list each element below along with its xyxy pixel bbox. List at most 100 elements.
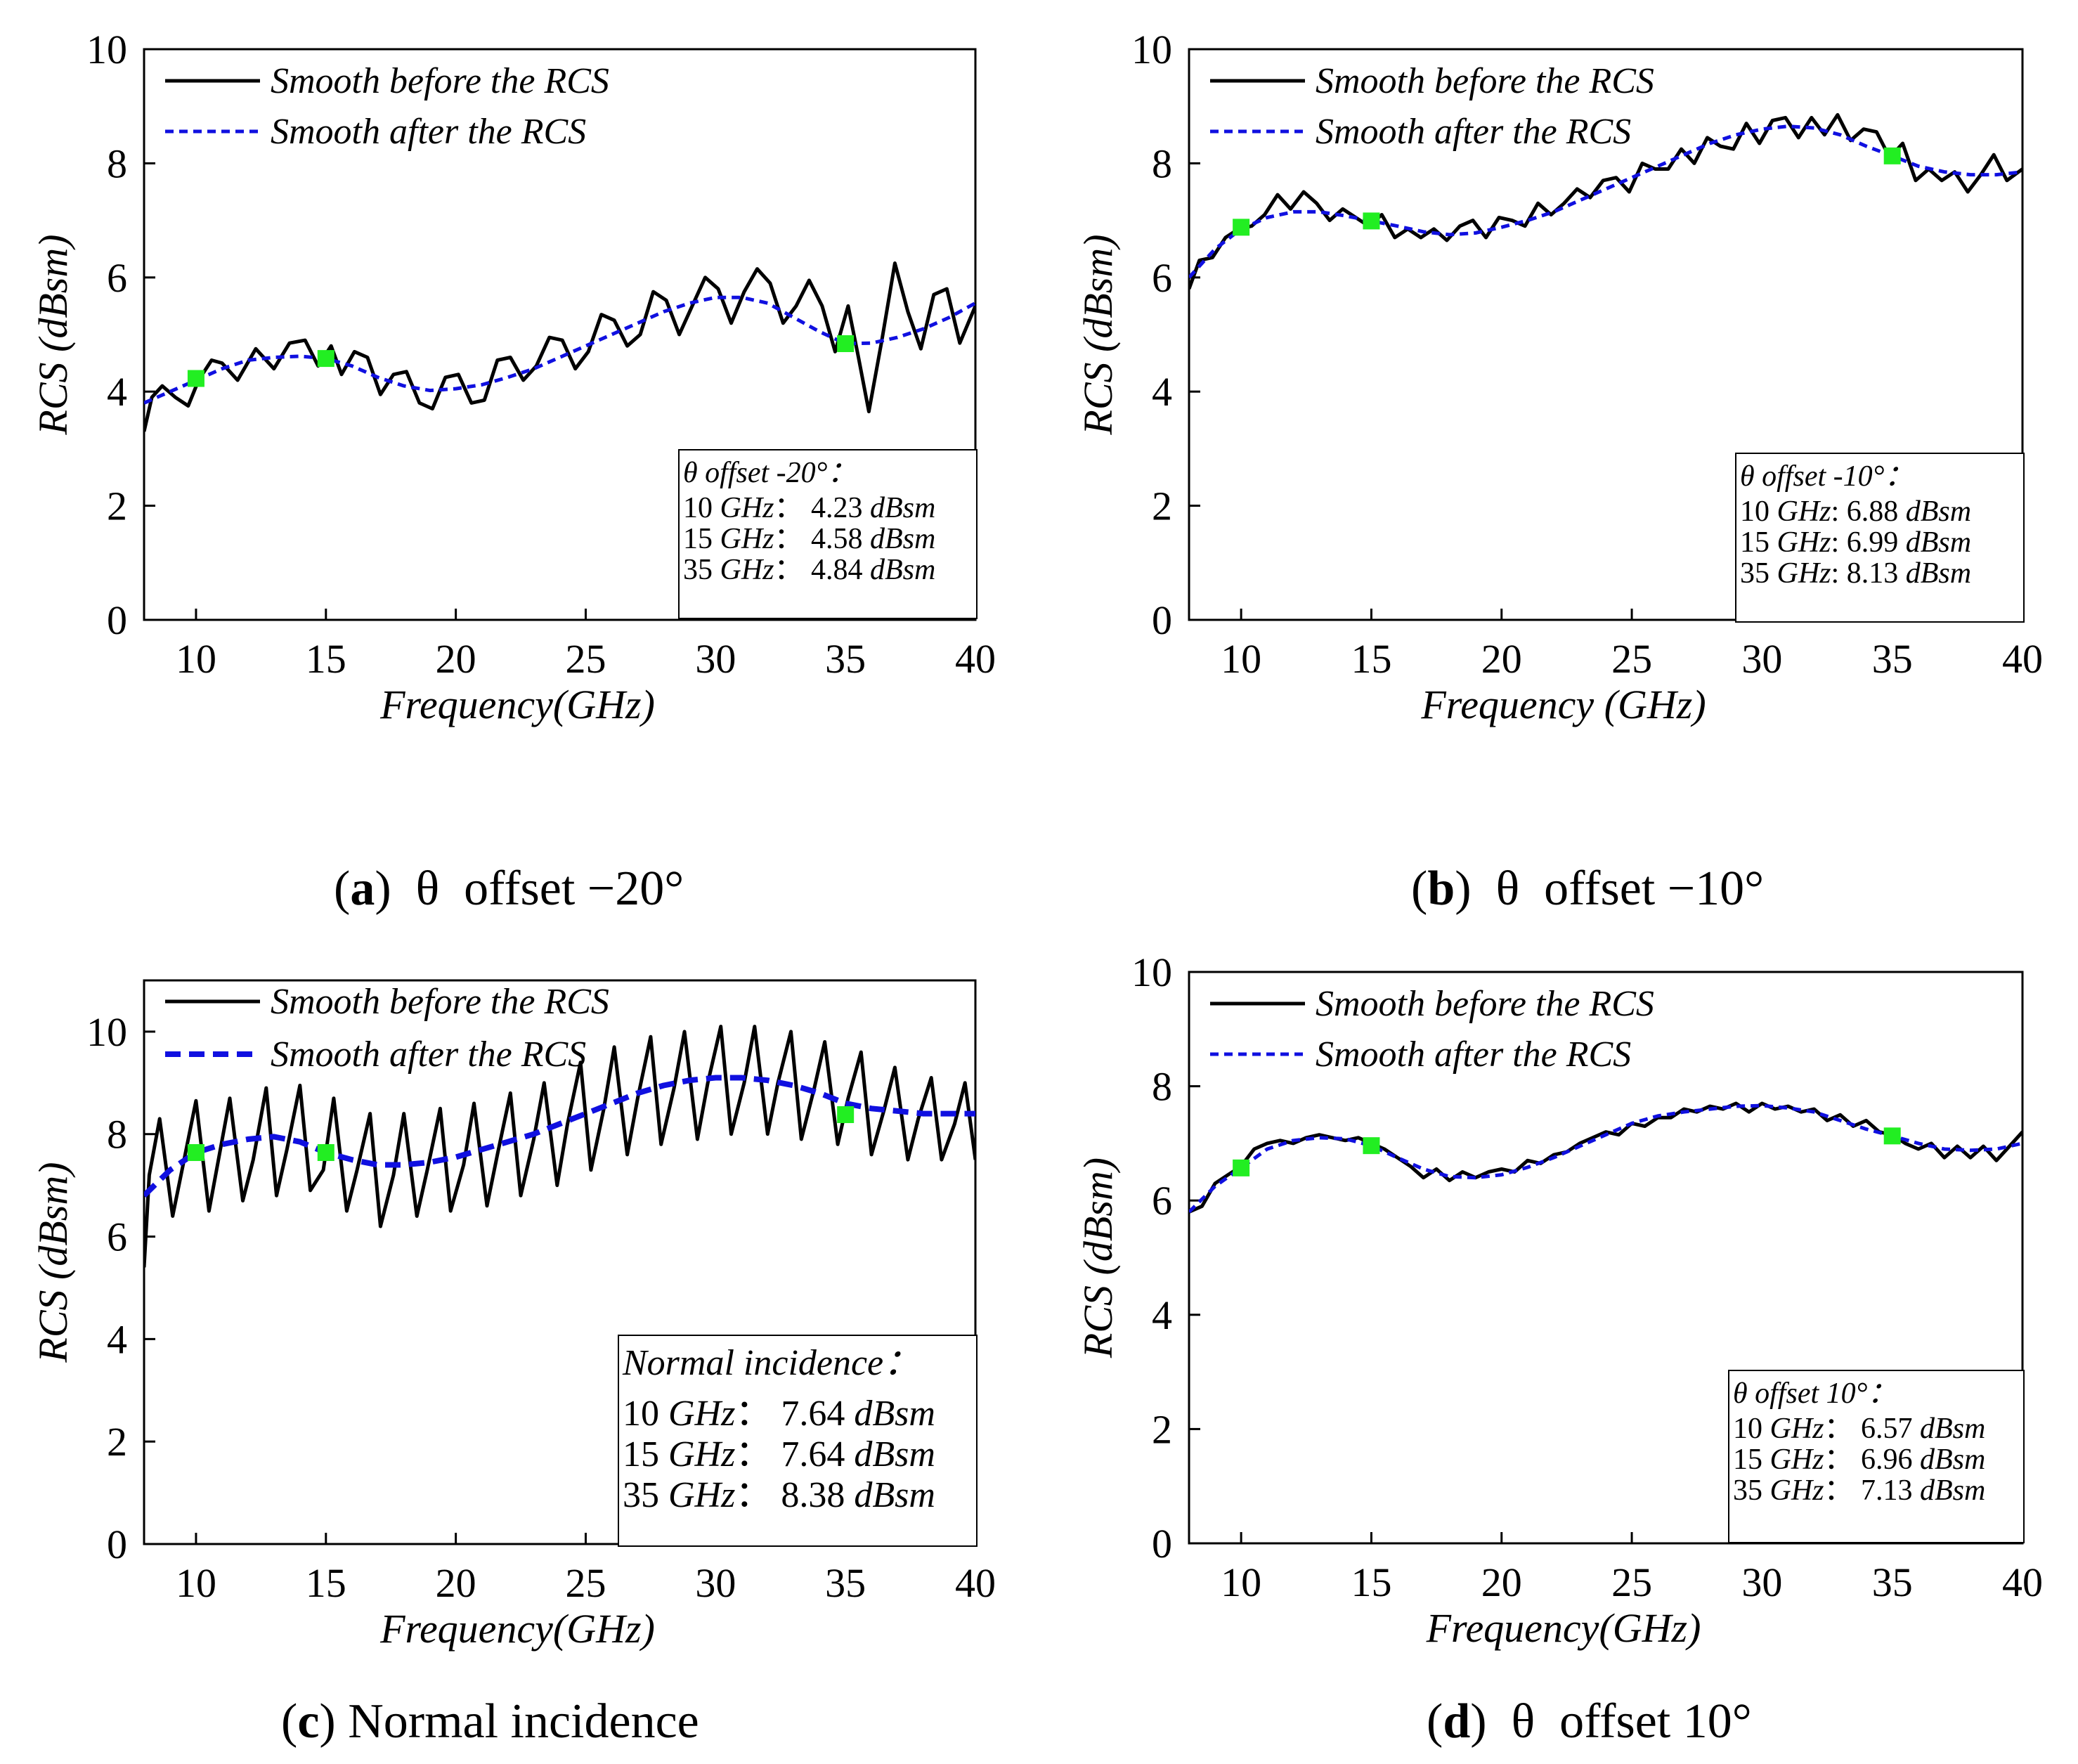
annotation-row: 10 GHz: 6.88 dBsm <box>1740 495 1971 528</box>
x-tick-label: 20 <box>436 1560 476 1606</box>
x-tick-label: 15 <box>1351 636 1391 682</box>
x-tick-label: 35 <box>1872 636 1913 682</box>
data-marker <box>1233 219 1250 236</box>
annotation-box <box>678 449 978 619</box>
x-tick-label: 40 <box>2002 1559 2043 1605</box>
panel-d: 10 15 20 25 30 35 40 0 2 4 6 8 10 Frequency(GHz) RCS (… <box>1075 949 2043 1651</box>
annotation-title: θ offset -10°： <box>1740 460 1914 493</box>
x-tick-label: 40 <box>955 1560 996 1606</box>
caption-c: (c) Normal incidence <box>281 1694 699 1749</box>
x-tick-label: 40 <box>2002 636 2043 682</box>
x-tick-label: 10 <box>176 636 216 682</box>
y-axis-label: RCS (dBsm) <box>30 1162 76 1363</box>
x-tick-label: 15 <box>1351 1559 1391 1605</box>
data-marker <box>1883 1127 1901 1145</box>
y-tick-label: 10 <box>1131 27 1172 72</box>
y-axis-label: RCS (dBsm) <box>30 234 76 435</box>
y-tick-label: 8 <box>107 141 127 186</box>
data-marker <box>837 1106 855 1124</box>
series-before-line <box>144 1025 975 1268</box>
data-marker <box>1363 212 1380 230</box>
y-tick-label: 0 <box>107 1522 127 1567</box>
panel-c: 10 15 20 25 30 35 40 0 2 4 6 8 10 Frequency(GHz) RCS (… <box>30 979 996 1652</box>
annotation-title: Normal incidence： <box>622 1343 920 1383</box>
series-before-line <box>1189 112 2022 290</box>
annotation-row: 35 GHz: 8.13 dBsm <box>1740 557 1971 590</box>
legend-after-label: Smooth after the RCS <box>271 1035 586 1075</box>
annotation-row: 10 GHz： 4.23 dBsm <box>683 492 935 524</box>
legend-before-label: Smooth before the RCS <box>1316 984 1654 1024</box>
plot-frame <box>1188 971 2024 1545</box>
x-tick-label: 10 <box>1221 1559 1261 1605</box>
y-tick-label: 10 <box>86 1009 127 1055</box>
annotation-row: 15 GHz： 7.64 dBsm <box>623 1434 935 1474</box>
x-axis-label: Frequency(GHz) <box>1426 1605 1701 1651</box>
panel-b: 10 15 20 25 30 35 40 0 2 4 6 8 10 Frequency (GHz) RCS … <box>1075 27 2043 727</box>
y-tick-label: 6 <box>107 255 127 301</box>
y-tick-label: 0 <box>107 597 127 643</box>
data-marker <box>837 335 855 352</box>
x-axis-label: Frequency(GHz) <box>379 682 655 727</box>
y-axis-label: RCS (dBsm) <box>1075 1157 1121 1358</box>
y-tick-label: 8 <box>1152 1064 1172 1110</box>
y-tick-label: 10 <box>1131 949 1172 995</box>
x-tick-label: 30 <box>1741 1559 1782 1605</box>
y-tick-label: 2 <box>1152 484 1172 529</box>
plot-frame <box>1188 48 2024 621</box>
annotation-row: 35 GHz： 8.38 dBsm <box>623 1475 935 1515</box>
y-tick-label: 6 <box>107 1214 127 1260</box>
y-tick-label: 0 <box>1152 597 1172 643</box>
x-tick-label: 35 <box>1872 1559 1913 1605</box>
series-after-line <box>144 295 975 405</box>
annotation-box <box>1735 453 2025 623</box>
x-tick-label: 25 <box>565 1560 606 1606</box>
y-tick-label: 0 <box>1152 1521 1172 1567</box>
data-marker <box>317 1143 335 1161</box>
y-tick-label: 4 <box>107 1316 127 1362</box>
y-tick-label: 4 <box>107 369 127 415</box>
y-tick-label: 4 <box>1152 369 1172 415</box>
x-tick-label: 20 <box>1481 636 1522 682</box>
annotation-box <box>1728 1370 2025 1543</box>
series-group <box>144 1025 975 1268</box>
x-tick-label: 25 <box>1611 1559 1652 1605</box>
data-marker <box>1883 147 1901 164</box>
x-tick-label: 15 <box>306 1560 346 1606</box>
data-marker <box>1363 1137 1380 1155</box>
plot-frame <box>143 48 977 621</box>
series-before-line <box>1189 1101 2022 1214</box>
annotation-row: 35 GHz： 4.84 dBsm <box>683 554 935 586</box>
legend-after-label: Smooth after the RCS <box>271 112 586 152</box>
y-tick-label: 2 <box>107 1419 127 1465</box>
caption-b: (b) θ offset −10° <box>1411 862 1765 916</box>
x-tick-label: 10 <box>176 1560 216 1606</box>
data-marker <box>187 370 204 387</box>
annotation-box <box>618 1335 978 1547</box>
legend-after-label: Smooth after the RCS <box>1316 112 1631 152</box>
x-tick-label: 30 <box>695 636 736 682</box>
panel-a: 10 15 20 25 30 35 40 0 2 4 6 8 10 Frequency(GHz) RCS (… <box>30 27 996 727</box>
caption-d: (d) θ offset 10° <box>1427 1694 1752 1749</box>
y-tick-label: 10 <box>86 27 127 72</box>
legend-before-label: Smooth before the RCS <box>271 982 609 1022</box>
y-tick-label: 2 <box>1152 1406 1172 1452</box>
series-after-line <box>1189 124 2022 279</box>
data-marker <box>317 350 335 368</box>
series-group <box>1189 1101 2022 1214</box>
x-tick-label: 20 <box>1481 1559 1522 1605</box>
data-marker <box>1233 1159 1250 1176</box>
x-tick-label: 25 <box>565 636 606 682</box>
x-tick-label: 20 <box>436 636 476 682</box>
annotation-title: θ offset -20°： <box>683 457 857 489</box>
annotation-row: 15 GHz： 4.58 dBsm <box>683 523 935 555</box>
caption-a: (a) θ offset −20° <box>334 862 684 916</box>
y-tick-label: 8 <box>1152 141 1172 186</box>
x-tick-label: 10 <box>1221 636 1261 682</box>
series-after-line <box>144 1075 975 1198</box>
y-tick-label: 4 <box>1152 1292 1172 1338</box>
annotation-row: 15 GHz： 6.96 dBsm <box>1733 1444 1985 1476</box>
series-group <box>1189 112 2022 290</box>
x-tick-label: 40 <box>955 636 996 682</box>
x-axis-label: Frequency(GHz) <box>379 1606 655 1652</box>
